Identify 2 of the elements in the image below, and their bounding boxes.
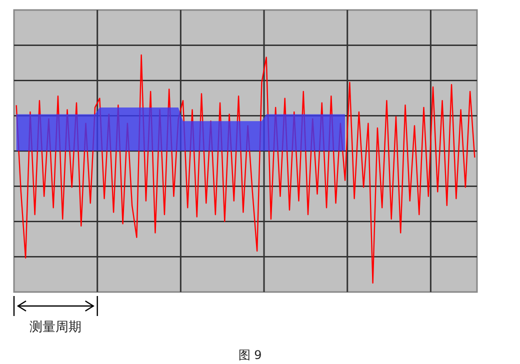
text: 测量周期 (30, 320, 82, 335)
caption: 图 9 (238, 348, 262, 362)
